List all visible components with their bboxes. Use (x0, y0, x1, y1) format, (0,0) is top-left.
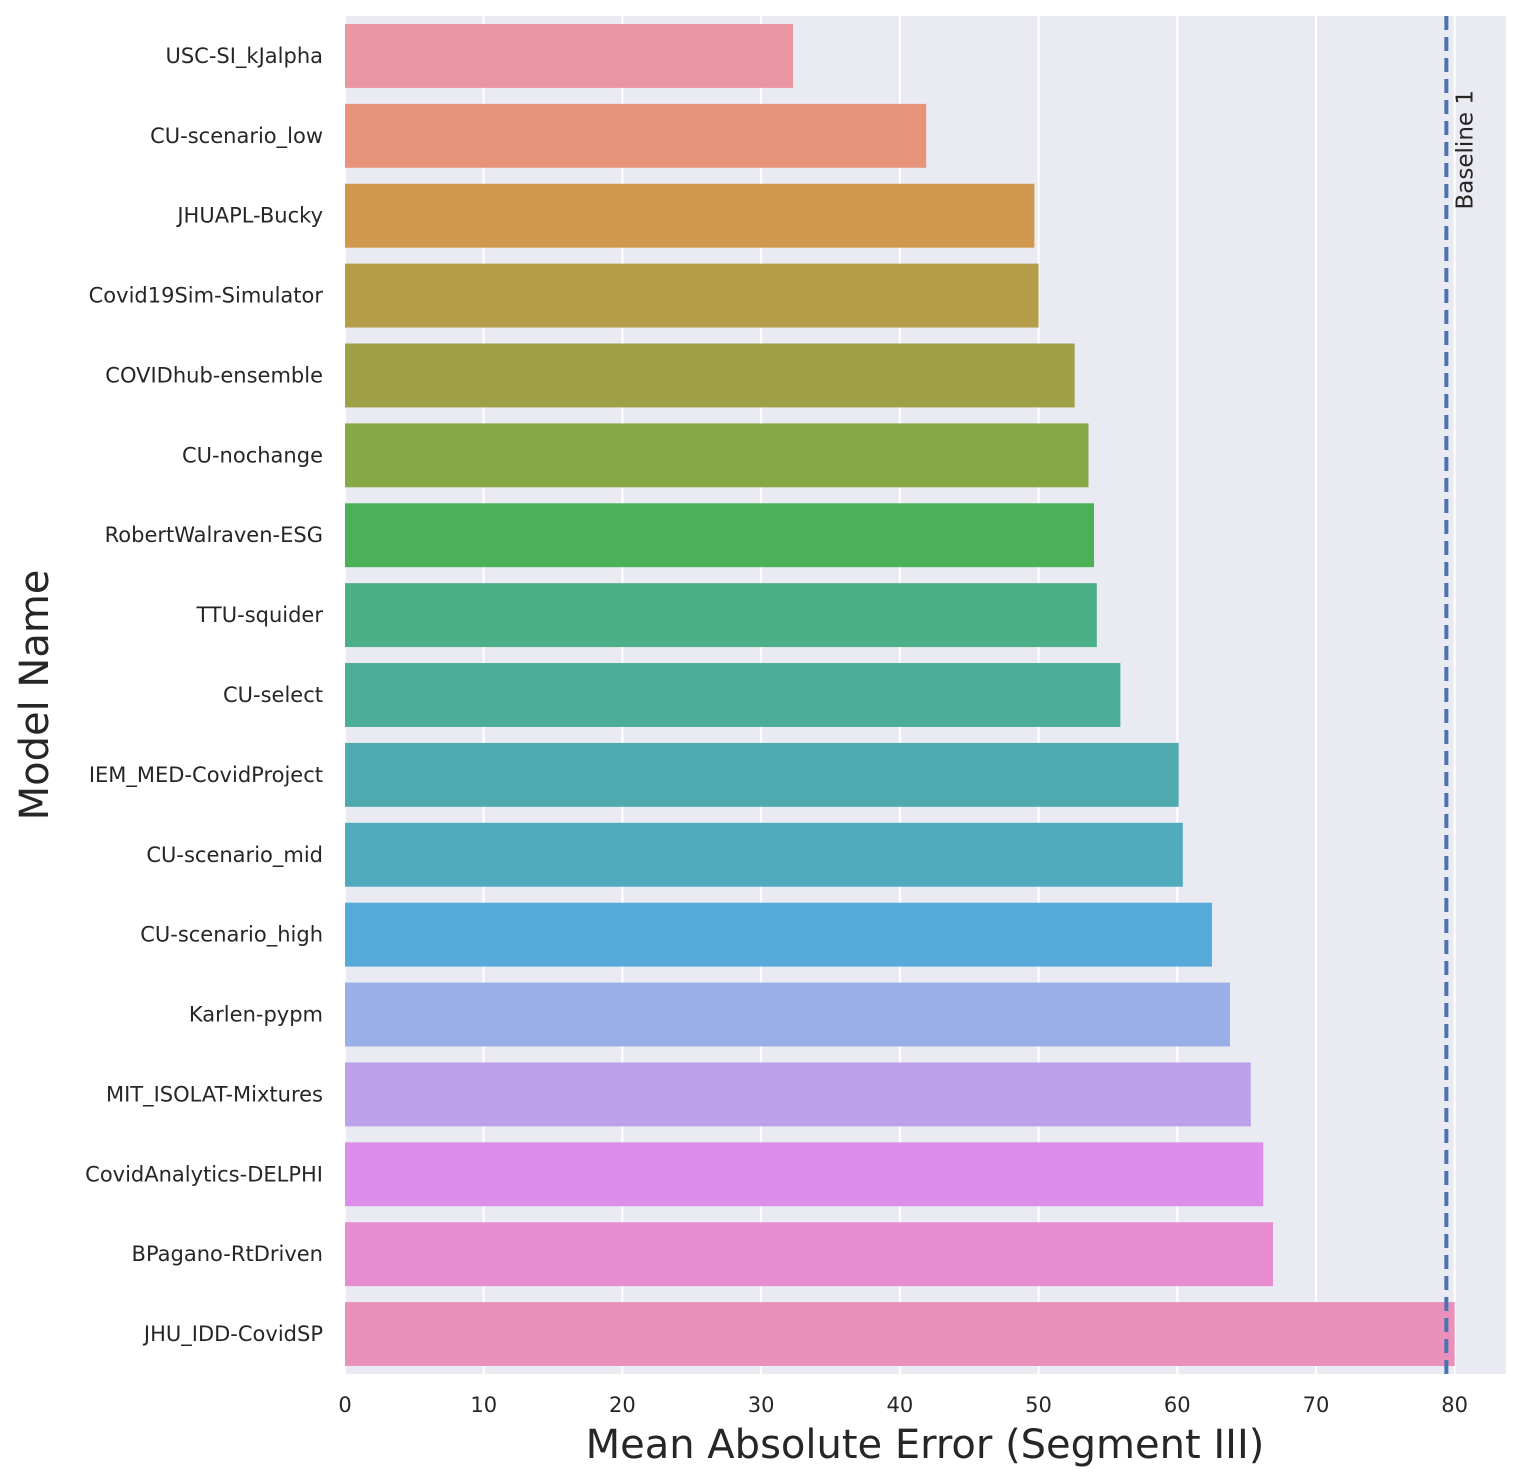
y-tick-label: CU-scenario_high (140, 923, 323, 948)
y-tick-label: CovidAnalytics-DELPHI (85, 1162, 323, 1186)
x-tick-label: 60 (1164, 1393, 1191, 1417)
y-tick-label: JHUAPL-Bucky (175, 204, 323, 228)
bars (345, 23, 1455, 1367)
bar (345, 742, 1179, 807)
bar (345, 982, 1230, 1047)
y-tick-label: Covid19Sim-Simulator (89, 284, 324, 308)
x-tick-label: 0 (338, 1393, 351, 1417)
y-tick-label: CU-scenario_low (150, 124, 323, 149)
bar (345, 663, 1121, 727)
bar (345, 822, 1183, 887)
bar (345, 1062, 1251, 1127)
x-tick-label: 10 (470, 1393, 497, 1417)
y-tick-label: BPagano-RtDriven (132, 1242, 323, 1266)
y-tick-label: CU-select (223, 683, 323, 707)
bar (345, 583, 1097, 648)
x-tick-label: 20 (609, 1393, 636, 1417)
y-tick-label: JHU_IDD-CovidSP (142, 1322, 323, 1347)
bar (345, 183, 1035, 248)
y-tick-label: IEM_MED-CovidProject (89, 763, 323, 788)
x-tick-label: 50 (1025, 1393, 1052, 1417)
y-tick-label: RobertWalraven-ESG (105, 523, 323, 547)
bar (345, 1222, 1273, 1287)
bar (345, 503, 1095, 568)
x-tick-labels: 0 10 20 30 40 50 60 70 80 (338, 1393, 1468, 1417)
x-tick-label: 40 (886, 1393, 913, 1417)
bar (345, 423, 1089, 488)
y-tick-label: CU-scenario_mid (146, 843, 323, 868)
y-tick-label: COVIDhub-ensemble (105, 363, 323, 387)
y-tick-label: MIT_ISOLAT-Mixtures (106, 1082, 323, 1107)
y-tick-labels: USC-SI_kJalpha CU-scenario_low JHUAPL-Buck… (85, 44, 323, 1347)
bar (345, 23, 794, 88)
reference-line-group: Baseline 1 (1444, 16, 1478, 1374)
bar (345, 1302, 1455, 1367)
x-tick-label: 30 (748, 1393, 775, 1417)
bar (345, 343, 1075, 408)
x-axis-title: Mean Absolute Error (Segment III) (586, 1422, 1265, 1468)
y-tick-label: Karlen-pypm (189, 1003, 323, 1027)
y-tick-label: CU-nochange (182, 443, 323, 467)
y-tick-label: TTU-squider (195, 603, 323, 627)
bar (345, 902, 1212, 967)
baseline-label: Baseline 1 (1452, 90, 1478, 209)
y-axis-title: Model Name (12, 570, 58, 821)
bar (345, 1142, 1264, 1207)
x-tick-label: 80 (1441, 1393, 1468, 1417)
bar (345, 103, 927, 168)
bar (345, 263, 1039, 328)
x-tick-label: 70 (1303, 1393, 1330, 1417)
y-tick-label: USC-SI_kJalpha (165, 44, 323, 69)
